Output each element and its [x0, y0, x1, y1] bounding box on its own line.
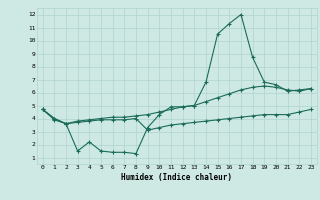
X-axis label: Humidex (Indice chaleur): Humidex (Indice chaleur) [121, 173, 232, 182]
